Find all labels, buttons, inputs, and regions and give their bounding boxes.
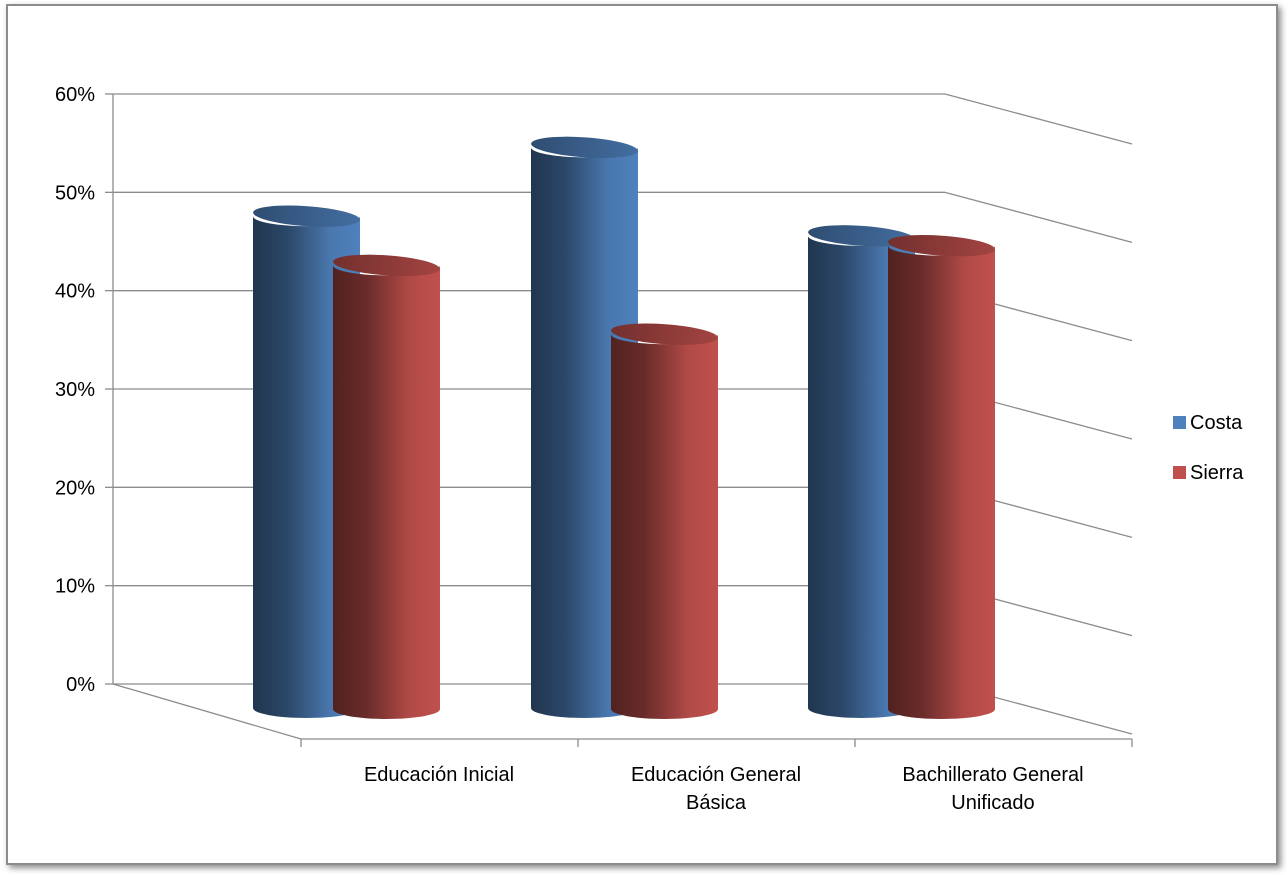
y-tick-label: 30%	[55, 379, 95, 401]
x-category-label: Educación General Básica	[631, 764, 801, 814]
y-tick-label: 40%	[55, 281, 95, 303]
x-category-label: Educación Inicial	[364, 764, 514, 786]
bar	[611, 323, 718, 719]
bar	[888, 235, 995, 719]
y-tick-label: 50%	[55, 182, 95, 204]
y-tick-label: 10%	[55, 576, 95, 598]
gridline	[105, 191, 1133, 243]
gridline	[105, 93, 1133, 145]
y-tick-label: 20%	[55, 477, 95, 499]
legend-swatch	[1173, 416, 1186, 429]
legend-item: Sierra	[1173, 462, 1244, 484]
legend-item: Costa	[1173, 412, 1243, 434]
legend-swatch	[1173, 466, 1186, 479]
legend-label: Sierra	[1190, 462, 1244, 484]
x-category-label: Bachillerato General Unificado	[902, 764, 1083, 814]
bars	[253, 136, 995, 719]
legend-label: Costa	[1190, 412, 1243, 434]
labels: 0% 10% 20% 30% 40% 50% 60% Educación Inicial Edu…	[55, 84, 1084, 814]
y-tick-label: 60%	[55, 84, 95, 106]
legend: Costa Sierra	[1173, 412, 1244, 484]
axes	[112, 94, 1133, 747]
bar	[333, 254, 440, 719]
y-tick-label: 0%	[66, 674, 95, 696]
